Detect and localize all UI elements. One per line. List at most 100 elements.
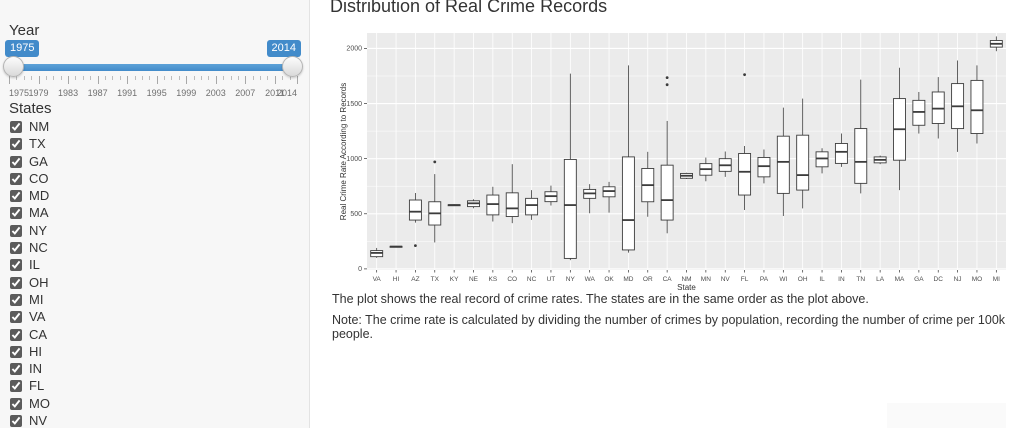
iqr-box — [757, 157, 771, 178]
state-checkbox-co[interactable] — [10, 172, 22, 185]
y-tick-label: 1500 — [346, 101, 362, 108]
state-checkbox-label: NY — [29, 222, 48, 238]
slider-tick — [208, 76, 210, 80]
state-checkbox-mo[interactable] — [10, 397, 22, 410]
box-or — [641, 151, 655, 217]
state-checkbox-tx[interactable] — [10, 138, 22, 151]
slider-tick — [149, 76, 151, 80]
x-tick-label: FL — [741, 276, 749, 283]
state-checkbox-row-ga[interactable]: GA — [9, 154, 300, 171]
slider-to-value: 2014 — [266, 40, 301, 57]
boxplot-svg: 0 500 1000 1500 2000 VA HI AZ TX KY NE KS CO NC UT NY WA… — [339, 33, 1006, 292]
slider-handle-to[interactable] — [282, 56, 303, 77]
slider-grid-label: 2014 — [276, 88, 297, 98]
state-checkbox-il[interactable] — [10, 259, 22, 272]
state-checkbox-label: TX — [29, 136, 46, 152]
state-checkbox-hi[interactable] — [10, 345, 22, 358]
slider-tick — [193, 76, 195, 80]
box-ca — [660, 76, 674, 234]
state-checkbox-fl[interactable] — [10, 380, 22, 393]
state-checkbox-label: NC — [29, 240, 48, 256]
state-checkbox-nc[interactable] — [10, 242, 22, 255]
state-checkbox-in[interactable] — [10, 363, 22, 376]
slider-tick — [45, 76, 47, 80]
box-mi — [989, 36, 1003, 52]
x-tick-label: PA — [760, 276, 769, 283]
state-checkbox-row-in[interactable]: IN — [9, 361, 300, 378]
x-tick-label: IN — [838, 276, 845, 283]
boxplot-chart: 0 500 1000 1500 2000 VA HI AZ TX KY NE KS CO NC UT NY WA… — [337, 25, 1013, 293]
slider-tick — [16, 76, 18, 80]
x-tick-label: GA — [914, 276, 924, 283]
x-tick-label: WA — [585, 276, 596, 283]
state-checkbox-label: CO — [29, 170, 49, 186]
x-axis-title: State — [677, 283, 696, 292]
slider-tick — [223, 76, 225, 80]
state-checkbox-oh[interactable] — [10, 276, 22, 289]
box-nm — [680, 172, 693, 180]
state-checkbox-mi[interactable] — [10, 293, 22, 306]
slider-tick — [215, 76, 217, 84]
box-ga — [912, 91, 926, 134]
slider-grid-label: 1983 — [58, 88, 79, 98]
slider-tick — [97, 76, 99, 84]
slider-tick — [90, 76, 92, 80]
box-mn — [699, 157, 713, 182]
x-tick-label: KS — [489, 276, 498, 283]
iqr-box — [525, 197, 539, 216]
slider-tick — [186, 76, 188, 84]
box-md — [621, 65, 635, 253]
box-co — [505, 164, 519, 224]
slider-tick — [289, 76, 291, 80]
box-pa — [757, 149, 771, 184]
outlier-point — [743, 73, 746, 77]
slider-tick — [112, 76, 114, 80]
box-mo — [970, 65, 984, 144]
state-checkbox-row-mo[interactable]: MO — [9, 396, 300, 413]
state-checkbox-nm[interactable] — [10, 121, 22, 133]
state-checkbox-row-ca[interactable]: CA — [9, 327, 300, 344]
box-va — [370, 247, 384, 258]
slider-track[interactable] — [9, 64, 297, 71]
state-checkbox-va[interactable] — [10, 311, 22, 324]
state-checkbox-row-ny[interactable]: NY — [9, 223, 300, 240]
iqr-box — [660, 164, 674, 221]
slider-handle-from[interactable] — [3, 56, 24, 77]
slider-tick — [119, 76, 121, 80]
state-checkbox-nv[interactable] — [10, 415, 22, 428]
x-tick-label: NM — [681, 276, 691, 283]
slider-grid-label: 2007 — [235, 88, 256, 98]
state-checkbox-ga[interactable] — [10, 155, 22, 168]
year-range-slider[interactable]: 1975 2014 1975 1979 1983 1987 1991 1995 1999 20… — [3, 40, 303, 102]
slider-tick — [68, 76, 70, 84]
state-checkbox-label: MI — [29, 291, 44, 307]
box-nv — [718, 151, 732, 177]
slider-tick — [201, 76, 202, 80]
x-tick-label: VA — [373, 276, 382, 283]
state-checkbox-row-nm[interactable]: NM — [9, 119, 300, 136]
state-checkbox-row-va[interactable]: VA — [9, 309, 300, 326]
state-checkbox-row-mi[interactable]: MI — [9, 292, 300, 309]
state-checkbox-ny[interactable] — [10, 224, 22, 237]
state-checkbox-row-nc[interactable]: NC — [9, 240, 300, 257]
iqr-box — [563, 158, 577, 259]
state-checkbox-row-oh[interactable]: OH — [9, 275, 300, 292]
state-checkbox-ca[interactable] — [10, 328, 22, 341]
state-checkbox-row-ma[interactable]: MA — [9, 205, 300, 222]
states-checkbox-list: NM TX GA CO MD MA NY NC IL OH MI VA CA HI IN FL MO NV — [9, 119, 300, 428]
state-checkbox-ma[interactable] — [10, 207, 22, 220]
state-checkbox-row-nv[interactable]: NV — [9, 413, 300, 428]
state-checkbox-row-fl[interactable]: FL — [9, 378, 300, 395]
state-checkbox-row-tx[interactable]: TX — [9, 136, 300, 153]
state-checkbox-md[interactable] — [10, 190, 22, 203]
slider-tick — [75, 76, 77, 80]
state-checkbox-row-il[interactable]: IL — [9, 257, 300, 274]
state-checkbox-label: MD — [29, 188, 50, 204]
x-tick-label: NC — [527, 276, 537, 283]
state-checkbox-row-hi[interactable]: HI — [9, 344, 300, 361]
state-checkbox-row-md[interactable]: MD — [9, 188, 300, 205]
state-checkbox-label: OH — [29, 274, 49, 290]
state-checkbox-row-co[interactable]: CO — [9, 171, 300, 188]
slider-tick — [282, 76, 284, 80]
